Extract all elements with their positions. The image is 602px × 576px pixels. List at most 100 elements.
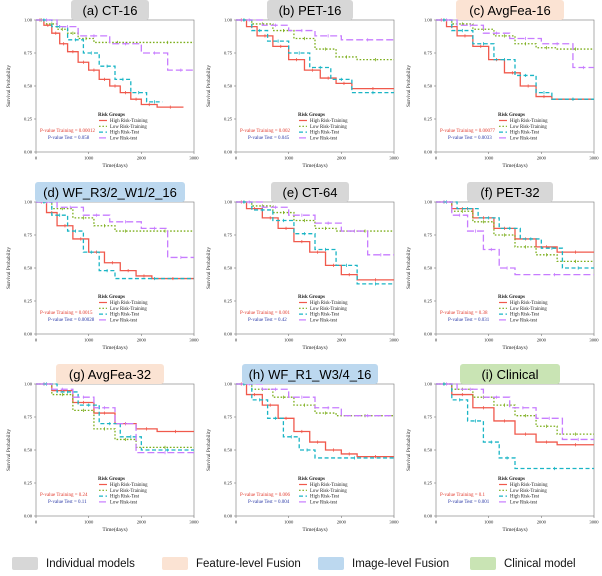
x-tick-label: 2000 (537, 156, 547, 161)
panel-title: (h) WF_R1_W3/4_16 (241, 364, 379, 384)
y-tick-label: 0.25 (224, 299, 233, 304)
legend-series-label: Low Risk-test (310, 318, 338, 323)
pvalue-test: P-value Test = 0.11 (48, 500, 87, 505)
x-axis-label: Time(days) (102, 526, 127, 533)
y-tick-label: 0.00 (24, 150, 33, 155)
panel-title: (e) CT-64 (270, 182, 350, 202)
legend-title: Risk Groups (498, 113, 525, 118)
y-axis-label: Survival Probability (6, 65, 12, 107)
x-tick-label: 1000 (84, 520, 94, 525)
y-tick-label: 0.50 (24, 266, 33, 271)
legend-series-label: Low Risk-test (310, 136, 338, 141)
x-tick-label: 2000 (537, 338, 547, 343)
x-tick-label: 2000 (137, 338, 147, 343)
series-line-3 (36, 201, 194, 259)
x-tick-label: 2000 (137, 156, 147, 161)
pvalue-training: P-value Training = 0.006 (240, 493, 291, 498)
legend-series-label: Low Risk-Training (510, 307, 547, 312)
legend-series-label: High Risk-Training (510, 301, 548, 306)
legend-label-individual: Individual models (46, 557, 135, 570)
x-tick-label: 1000 (284, 338, 294, 343)
y-tick-label: 0.25 (224, 117, 233, 122)
km-panel-6: 0.00 0.25 0.50 0.75 1.00 0 1000 2000 3000 Time(da… (6, 382, 199, 533)
y-tick-label: 0.25 (24, 117, 33, 122)
panel-title: (b) PET-16 (267, 0, 353, 20)
y-tick-label: 0.25 (424, 299, 433, 304)
series-line-0 (36, 19, 184, 108)
legend-series-label: Low Risk-test (110, 500, 138, 505)
series-line-0 (236, 383, 394, 458)
y-tick-label: 1.00 (224, 18, 233, 23)
series-line-3 (436, 201, 594, 276)
x-tick-label: 1000 (484, 520, 494, 525)
x-tick-label: 3000 (189, 520, 199, 525)
legend-title: Risk Groups (98, 295, 125, 300)
y-tick-label: 0.75 (424, 51, 433, 56)
legend-title: Risk Groups (498, 295, 525, 300)
legend-series-label: Low Risk-test (510, 500, 538, 505)
x-tick-label: 1000 (284, 156, 294, 161)
legend-series-label: High Risk-Training (110, 119, 148, 124)
y-axis-label: Survival Probability (406, 65, 412, 107)
y-tick-label: 0.00 (424, 514, 433, 519)
legend-series-label: Low Risk-Training (310, 125, 347, 130)
legend-label-feature: Feature-level Fusion (196, 557, 301, 570)
x-tick-label: 2000 (537, 520, 547, 525)
y-tick-label: 1.00 (24, 200, 33, 205)
y-axis-label: Survival Probability (406, 247, 412, 289)
pvalue-test: P-value Test = 0.001 (448, 500, 490, 505)
x-tick-label: 1000 (84, 338, 94, 343)
series-line-1 (236, 19, 394, 61)
series-line-3 (36, 19, 194, 71)
x-tick-label: 3000 (389, 520, 399, 525)
legend-series-label: High Risk-Test (510, 495, 540, 500)
series-line-3 (236, 383, 394, 417)
series-line-3 (436, 383, 594, 441)
legend-series-label: High Risk-Training (310, 119, 348, 124)
x-tick-label: 0 (35, 338, 38, 343)
x-tick-label: 2000 (337, 156, 347, 161)
y-tick-label: 0.00 (424, 150, 433, 155)
legend-series-label: High Risk-Test (310, 313, 340, 318)
legend-series-label: Low Risk-test (310, 500, 338, 505)
legend-series-label: Low Risk-test (110, 136, 138, 141)
legend-series-label: Low Risk-Training (310, 307, 347, 312)
legend-swatch-individual (12, 557, 38, 570)
legend-series-label: High Risk-Test (110, 131, 140, 136)
y-tick-label: 0.50 (224, 448, 233, 453)
legend-label-image: Image-level Fusion (352, 557, 450, 570)
x-tick-label: 1000 (484, 156, 494, 161)
series-line-3 (36, 383, 194, 454)
legend-label-clinical: Clinical model (504, 557, 576, 570)
x-tick-label: 2000 (137, 520, 147, 525)
y-axis-label: Survival Probability (406, 429, 412, 471)
x-tick-label: 0 (35, 520, 38, 525)
y-axis-label: Survival Probability (206, 429, 212, 471)
y-tick-label: 0.75 (424, 233, 433, 238)
pvalue-training: P-value Training = 0.00077 (440, 129, 496, 134)
legend-swatch-clinical (470, 557, 496, 570)
pvalue-training: P-value Training = 0.0015 (40, 311, 93, 316)
series-line-1 (236, 383, 394, 417)
x-tick-label: 0 (435, 156, 438, 161)
series-line-2 (436, 383, 594, 470)
legend-series-label: Low Risk-Training (510, 125, 547, 130)
series-line-0 (436, 201, 594, 253)
legend-title: Risk Groups (298, 477, 325, 482)
legend-series-label: High Risk-Test (510, 131, 540, 136)
y-tick-label: 1.00 (424, 382, 433, 387)
pvalue-test: P-value Test = 0.031 (448, 318, 490, 323)
y-tick-label: 0.75 (424, 415, 433, 420)
legend-series-label: Low Risk-test (510, 318, 538, 323)
x-tick-label: 2000 (337, 338, 347, 343)
x-axis-label: Time(days) (302, 344, 327, 351)
x-tick-label: 3000 (589, 156, 599, 161)
y-tick-label: 1.00 (424, 200, 433, 205)
legend-title: Risk Groups (298, 295, 325, 300)
y-tick-label: 1.00 (424, 18, 433, 23)
x-axis-label: Time(days) (102, 344, 127, 351)
y-tick-label: 0.50 (224, 266, 233, 271)
y-tick-label: 1.00 (24, 18, 33, 23)
y-tick-label: 0.75 (224, 415, 233, 420)
